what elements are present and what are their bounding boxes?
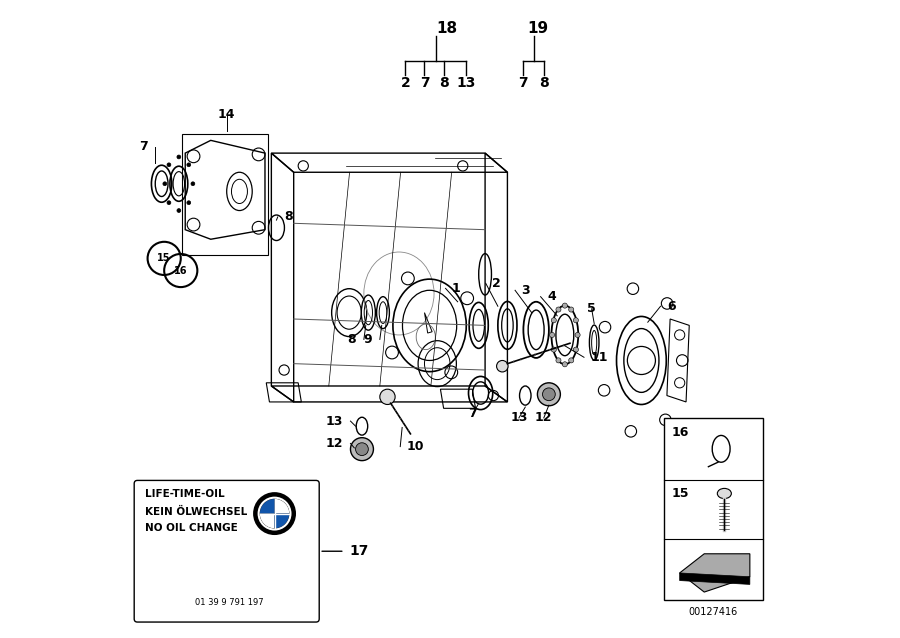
Text: 15: 15 [158,253,171,263]
Text: 12: 12 [325,437,343,450]
Circle shape [177,155,181,159]
Text: 13: 13 [456,76,475,90]
Circle shape [573,318,579,323]
Polygon shape [680,573,750,584]
Text: 13: 13 [510,412,527,424]
Circle shape [356,443,368,456]
Text: LIFE-TIME-OIL: LIFE-TIME-OIL [145,489,225,499]
Text: 13: 13 [326,415,343,427]
Text: 2: 2 [492,277,501,290]
Text: 14: 14 [218,108,236,121]
Polygon shape [260,499,274,514]
Text: 15: 15 [672,487,689,500]
Text: 3: 3 [521,284,530,297]
Circle shape [573,347,579,352]
Text: 8: 8 [347,333,356,346]
Circle shape [551,318,556,323]
Text: 16: 16 [672,426,689,439]
Text: 7: 7 [518,76,528,90]
Circle shape [562,362,567,367]
Text: 9: 9 [364,333,373,346]
Text: 19: 19 [527,21,549,36]
Circle shape [167,163,171,167]
Circle shape [187,201,191,205]
Text: 12: 12 [535,412,553,424]
Circle shape [543,388,555,401]
Text: 8: 8 [438,76,448,90]
Text: 16: 16 [174,265,187,276]
Polygon shape [680,554,750,592]
Circle shape [167,201,171,205]
Text: 7: 7 [139,140,148,153]
FancyBboxPatch shape [134,480,320,622]
Text: 18: 18 [436,21,457,36]
Circle shape [562,303,567,308]
Circle shape [163,182,166,186]
Text: 00127416: 00127416 [688,607,737,618]
Text: 8: 8 [539,76,549,90]
Circle shape [187,163,191,167]
Circle shape [556,307,561,312]
Ellipse shape [497,360,508,372]
Circle shape [380,389,395,404]
Text: 11: 11 [590,351,608,364]
Text: 4: 4 [547,290,555,303]
Text: KEIN ÖLWECHSEL: KEIN ÖLWECHSEL [145,507,248,517]
Ellipse shape [717,489,732,499]
Text: 17: 17 [349,544,369,558]
Text: 7: 7 [469,407,477,420]
Text: 10: 10 [407,440,424,453]
Circle shape [537,383,561,406]
Circle shape [177,209,181,212]
Circle shape [191,182,194,186]
Text: 6: 6 [667,300,676,313]
Text: 5: 5 [588,302,596,315]
Circle shape [575,332,580,338]
Text: 1: 1 [452,282,461,295]
Circle shape [350,438,374,461]
Polygon shape [260,514,274,528]
Polygon shape [274,499,289,514]
Circle shape [569,358,574,363]
Circle shape [551,347,556,352]
Circle shape [550,332,554,338]
Text: 7: 7 [419,76,429,90]
Text: 2: 2 [400,76,410,90]
Circle shape [569,307,574,312]
Text: 8: 8 [284,211,292,223]
Circle shape [254,493,295,534]
Text: NO OIL CHANGE: NO OIL CHANGE [145,523,238,533]
Circle shape [556,358,561,363]
FancyBboxPatch shape [663,418,762,600]
Polygon shape [274,514,289,528]
Text: 01 39 9 791 197: 01 39 9 791 197 [194,598,264,607]
